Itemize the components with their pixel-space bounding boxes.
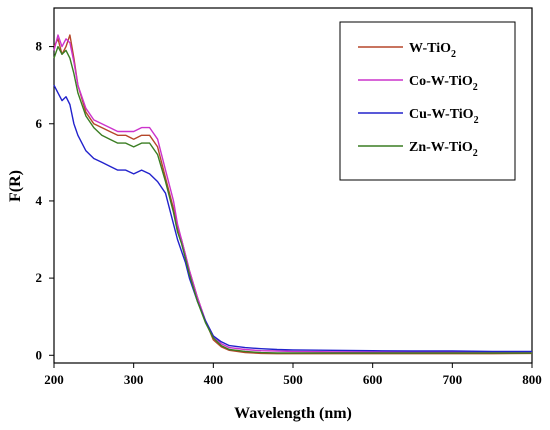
legend-label-main: W-TiO [409, 41, 451, 56]
ticks-layer: 200 300 400 500 600 700 800 0 2 4 6 8 [36, 39, 542, 387]
x-axis-title: Wavelength (nm) [234, 405, 352, 422]
legend-label-main: Co-W-TiO [409, 74, 473, 89]
y-axis-title: F(R) [7, 170, 24, 202]
legend-box [339, 21, 516, 181]
x-tick-label: 300 [124, 372, 144, 387]
legend-label-subscript: 2 [451, 49, 456, 60]
x-tick-label: 200 [44, 372, 64, 387]
legend-label-zn-w-tio2: Zn-W-TiO2 [409, 140, 478, 159]
legend-label-main: Zn-W-TiO [409, 140, 473, 155]
x-tick-label: 800 [522, 372, 542, 387]
y-tick-label: 2 [36, 270, 43, 285]
legend-label-cu-w-tio2: Cu-W-TiO2 [409, 107, 479, 126]
legend-label-subscript: 2 [473, 82, 478, 93]
legend-label-subscript: 2 [474, 115, 479, 126]
legend-label-main: Cu-W-TiO [409, 107, 474, 122]
legend-label-co-w-tio2: Co-W-TiO2 [409, 74, 478, 93]
y-tick-label: 6 [36, 116, 43, 131]
series-line-cu-w-tio2 [53, 84, 532, 353]
legend-label-subscript: 2 [473, 148, 478, 159]
y-tick-label: 8 [36, 39, 43, 54]
x-tick-label: 500 [283, 372, 303, 387]
x-tick-label: 700 [443, 372, 463, 387]
y-tick-label: 0 [36, 347, 43, 362]
x-tick-label: 600 [363, 372, 383, 387]
legend-label-w-tio2: W-TiO2 [409, 41, 456, 60]
y-tick-label: 4 [36, 193, 43, 208]
x-tick-label: 400 [204, 372, 224, 387]
series-line-zn-w-tio2 [53, 45, 532, 354]
series-line-co-w-tio2 [53, 34, 532, 353]
series-layer [53, 34, 533, 355]
